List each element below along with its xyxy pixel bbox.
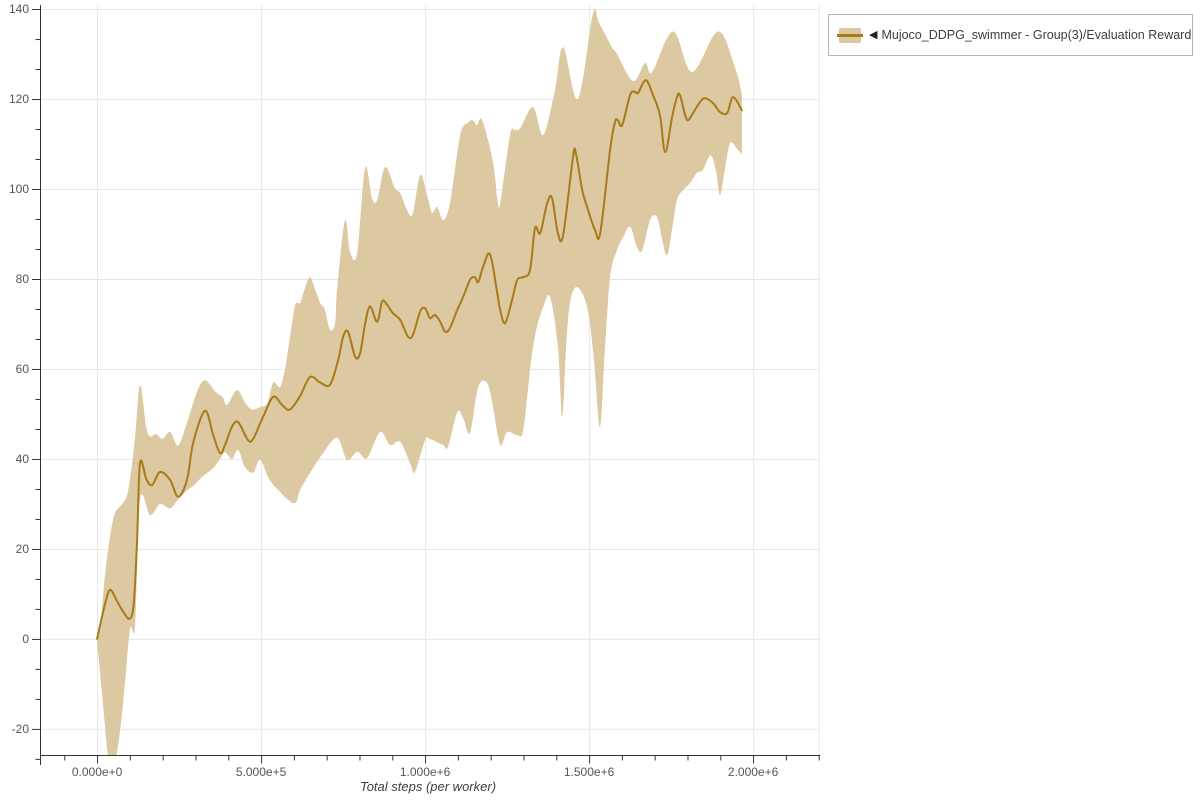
reward-confidence-band — [97, 8, 742, 755]
axes — [40, 5, 820, 765]
series-line-icon — [837, 33, 863, 37]
legend-box: ◀ Mujoco_DDPG_swimmer - Group(3)/Evaluat… — [828, 14, 1193, 56]
legend-item[interactable]: ◀ Mujoco_DDPG_swimmer - Group(3)/Evaluat… — [829, 27, 1192, 43]
collapse-arrow-icon: ◀ — [869, 28, 878, 41]
svg-text:1.000e+6: 1.000e+6 — [400, 765, 451, 779]
svg-text:40: 40 — [16, 452, 30, 466]
series-swatch-icon — [837, 27, 863, 43]
svg-text:80: 80 — [16, 272, 30, 286]
x-axis-title: Total steps (per worker) — [360, 779, 496, 794]
svg-text:1.500e+6: 1.500e+6 — [564, 765, 615, 779]
svg-text:60: 60 — [16, 362, 30, 376]
svg-text:0.000e+0: 0.000e+0 — [72, 765, 123, 779]
svg-text:2.000e+6: 2.000e+6 — [728, 765, 779, 779]
svg-text:-20: -20 — [12, 722, 30, 736]
svg-text:100: 100 — [9, 182, 29, 196]
svg-text:0: 0 — [22, 632, 29, 646]
svg-text:120: 120 — [9, 92, 29, 106]
svg-text:5.000e+5: 5.000e+5 — [236, 765, 287, 779]
reward-mean-line — [96, 79, 743, 640]
legend-series-label: Mujoco_DDPG_swimmer - Group(3)/Evaluatio… — [881, 28, 1192, 42]
axis-ticks — [32, 9, 820, 764]
axis-tick-labels: -20 0 20 40 60 80 100 120 140 0.000e+0 5.000e+5 1.0… — [9, 2, 779, 779]
svg-text:140: 140 — [9, 2, 29, 16]
svg-text:20: 20 — [16, 542, 30, 556]
